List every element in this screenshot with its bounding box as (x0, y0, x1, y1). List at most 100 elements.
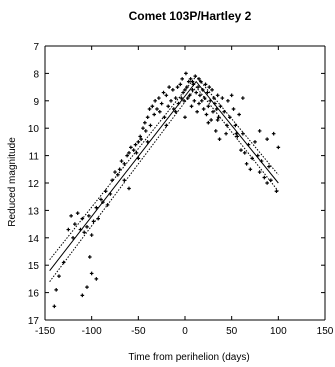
data-point (256, 153, 260, 158)
x-tick-label: -50 (131, 326, 146, 337)
data-point (253, 140, 257, 144)
data-point (214, 107, 219, 111)
data-point (150, 104, 155, 109)
data-point (88, 255, 92, 259)
data-point (127, 186, 131, 191)
data-point (210, 88, 214, 92)
data-point (257, 129, 262, 133)
data-point (211, 109, 215, 114)
data-point (87, 214, 91, 218)
data-point (176, 101, 181, 106)
data-point (212, 96, 216, 100)
data-point (228, 115, 232, 120)
data-point (202, 96, 207, 100)
data-point (191, 82, 196, 87)
y-axis-label: Reduced magnitude (7, 137, 18, 227)
x-tick-label: 0 (182, 326, 188, 337)
data-point (234, 131, 239, 136)
fit-lines (49, 75, 279, 282)
data-point (131, 148, 136, 152)
data-point (52, 304, 57, 309)
data-point (197, 101, 201, 106)
data-point (215, 118, 220, 122)
data-point (269, 178, 273, 183)
data-point (162, 115, 167, 120)
data-point (157, 96, 161, 100)
data-point (179, 96, 184, 100)
data-point (193, 74, 198, 78)
data-point (54, 288, 58, 292)
data-point (101, 200, 105, 204)
chart-title: Comet 103P/Hartley 2 (129, 9, 252, 23)
data-point (71, 236, 75, 240)
data-point (105, 203, 110, 207)
x-tick-label: 150 (317, 326, 334, 337)
data-point (141, 126, 145, 130)
data-point (214, 129, 218, 133)
data-point (125, 153, 129, 158)
data-point (265, 137, 269, 141)
data-point (94, 205, 99, 210)
data-point (173, 109, 178, 114)
y-tick-label: 17 (28, 316, 40, 327)
x-tick-label: -150 (35, 326, 55, 337)
data-point (166, 104, 170, 109)
y-tick-label: 16 (28, 289, 40, 300)
fit-line (49, 80, 279, 271)
data-point (233, 123, 238, 128)
data-point (183, 88, 187, 92)
data-point (199, 79, 203, 84)
data-point (117, 167, 122, 172)
data-point (110, 178, 114, 183)
data-point (133, 142, 138, 147)
data-point (200, 88, 205, 92)
y-axis-ticks: 7 8 9 10 11 12 13 14 15 16 17 (28, 42, 325, 327)
data-point (136, 140, 141, 144)
data-point (186, 79, 191, 84)
data-point (96, 216, 100, 221)
data-point (82, 230, 86, 235)
data-point (145, 115, 150, 120)
data-point (75, 211, 80, 215)
data-point (197, 77, 201, 81)
data-point (80, 293, 85, 298)
y-tick-label: 14 (28, 234, 40, 245)
data-point (206, 104, 211, 109)
data-point (187, 93, 192, 98)
data-point (167, 85, 171, 89)
data-point (122, 162, 127, 166)
data-point (143, 120, 147, 125)
data-point (222, 109, 226, 114)
y-tick-label: 12 (28, 179, 40, 190)
x-tick-label: 50 (226, 326, 238, 337)
data-point (244, 162, 249, 166)
data-point (173, 96, 178, 100)
data-point (61, 260, 66, 265)
data-point (204, 112, 209, 117)
data-point (246, 142, 251, 147)
data-point (271, 131, 276, 136)
data-point (265, 181, 269, 185)
data-point (206, 120, 211, 125)
data-point (220, 96, 225, 100)
data-point (190, 79, 195, 84)
data-point (57, 274, 61, 278)
confidence-line (49, 86, 279, 282)
data-point (218, 104, 223, 109)
data-point (155, 107, 159, 111)
data-point (183, 115, 187, 120)
data-point (152, 112, 156, 117)
data-point (250, 156, 254, 161)
data-point (181, 90, 185, 95)
x-axis-label: Time from perihelion (days) (128, 352, 249, 363)
data-point (129, 145, 133, 150)
data-point (171, 88, 175, 92)
data-point (91, 219, 96, 224)
data-point (267, 164, 271, 169)
data-point (262, 175, 267, 180)
data-point (169, 99, 173, 103)
data-point (89, 233, 94, 237)
y-tick-label: 8 (33, 69, 39, 80)
data-point (172, 107, 176, 111)
data-point (229, 93, 234, 98)
